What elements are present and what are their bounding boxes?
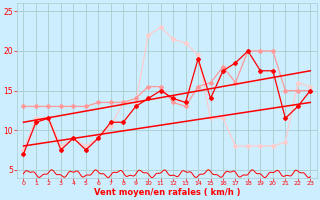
- X-axis label: Vent moyen/en rafales ( km/h ): Vent moyen/en rafales ( km/h ): [94, 188, 240, 197]
